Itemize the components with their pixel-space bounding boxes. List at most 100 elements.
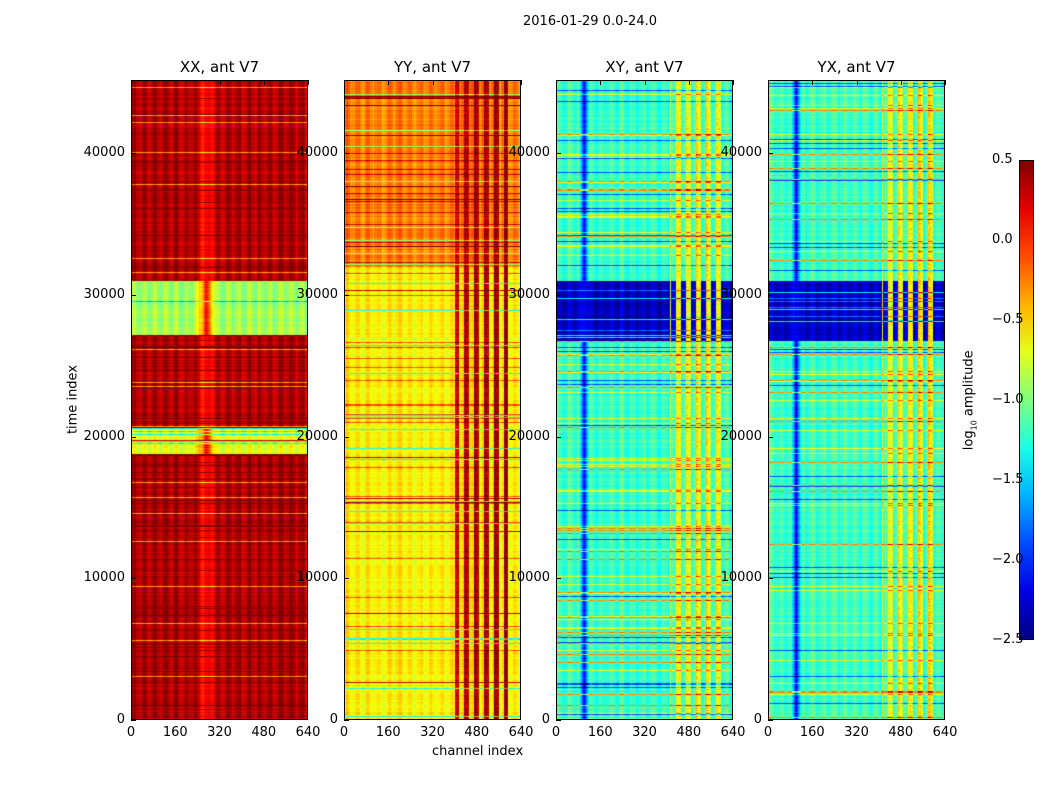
colorbar-label-sub: 10 [969,420,979,431]
y-tick-mark [131,578,136,580]
y-tick-label: 10000 [508,570,550,586]
x-tick-label: 480 [888,725,914,740]
x-tick-mark [263,80,265,85]
x-tick-mark [219,80,221,85]
y-tick-label: 0 [541,712,550,727]
y-tick-mark [556,578,561,580]
heatmap-panel-3: YX, ant V7 0 10000 20000 30000 40000 0 160 320 48… [721,58,958,740]
y-tick-mark [344,294,349,296]
y-tick-label: 30000 [508,286,550,302]
heatmap-cells [344,80,521,720]
y-axis-label: time index [65,364,81,435]
y-tick-label: 40000 [296,145,338,160]
x-tick-label: 160 [587,725,613,740]
x-tick-mark [308,80,309,85]
y-tick-label: 30000 [296,286,338,302]
y-tick-mark [131,436,136,438]
y-tick-mark [768,294,773,296]
y-tick-label: 10000 [83,570,125,586]
x-tick-mark [644,80,646,85]
axes-frame [768,80,945,720]
x-tick-mark [900,80,902,85]
colorbar [1019,160,1034,640]
y-tick-mark [131,720,136,721]
y-tick-mark [556,294,561,296]
heatmap-panel-2: XY, ant V7 0 10000 20000 30000 40000 0 160 320 48… [509,58,746,740]
colorbar-tick-label: 0.5 [992,152,1013,167]
y-tick-label: 20000 [720,428,762,444]
x-tick-label: 160 [162,725,188,740]
x-tick-label: 640 [295,725,321,740]
y-tick-mark [131,153,136,154]
colorbar-tick-label: 0.0 [992,232,1013,247]
y-tick-label: 10000 [720,570,762,586]
x-tick-label: 320 [844,725,869,740]
x-tick-mark [476,80,478,85]
x-tick-mark [856,80,858,85]
panel-title: XX, ant V7 [179,58,260,76]
x-tick-label: 640 [720,725,746,740]
x-tick-mark [175,80,177,85]
panel-title: YY, ant V7 [393,58,471,76]
y-tick-label: 30000 [720,286,762,302]
heatmap-cells [768,80,945,720]
y-tick-label: 40000 [720,145,762,160]
colorbar-label-prefix: log [961,430,977,451]
colorbar-tick-label: −2.5 [992,632,1024,647]
x-tick-mark [812,80,814,85]
x-tick-label: 160 [799,725,825,740]
y-tick-mark [344,153,349,154]
x-tick-mark [733,80,734,85]
x-tick-mark [344,80,345,85]
y-tick-mark [344,436,349,438]
x-tick-label: 640 [932,725,958,740]
colorbar-tick-label: −1.5 [992,472,1024,487]
y-tick-label: 20000 [296,428,338,444]
axes-frame [344,80,521,720]
x-tick-label: 320 [207,725,232,740]
x-tick-label: 0 [763,725,773,740]
y-tick-label: 10000 [296,570,338,586]
y-tick-label: 40000 [83,145,125,160]
y-tick-label: 0 [116,712,125,727]
y-tick-label: 30000 [83,286,125,302]
colorbar-label: log10 amplitude [962,350,979,450]
x-tick-mark [768,80,769,85]
colorbar-tick-label: −2.0 [992,552,1024,567]
x-tick-mark [600,80,602,85]
y-tick-label: 40000 [508,145,550,160]
x-tick-mark [131,80,132,85]
x-tick-label: 160 [375,725,401,740]
heatmap-cells [556,80,733,720]
x-axis-label: channel index [432,744,524,759]
heatmap-panel-1: YY, ant V7 0 10000 20000 30000 40000 0 160 320 48… [297,58,534,740]
y-tick-mark [768,436,773,438]
x-tick-label: 640 [508,725,534,740]
heatmap-cells [131,80,308,720]
y-tick-label: 0 [329,712,338,727]
y-tick-mark [768,720,773,721]
x-tick-mark [688,80,690,85]
x-tick-label: 480 [464,725,490,740]
x-tick-mark [432,80,434,85]
colorbar-tick-label: −0.5 [992,312,1024,327]
x-tick-mark [945,80,946,85]
x-tick-label: 320 [632,725,657,740]
y-tick-mark [344,720,349,721]
y-tick-mark [556,153,561,154]
x-tick-label: 480 [251,725,277,740]
y-tick-label: 20000 [83,428,125,444]
y-tick-mark [556,720,561,721]
y-tick-mark [768,578,773,580]
y-tick-label: 0 [753,712,762,727]
x-tick-mark [521,80,522,85]
x-tick-label: 320 [420,725,445,740]
x-tick-mark [556,80,557,85]
panel-title: XY, ant V7 [605,58,684,76]
y-tick-mark [768,153,773,154]
x-tick-label: 480 [676,725,702,740]
x-tick-label: 0 [339,725,349,740]
y-tick-mark [344,578,349,580]
colorbar-label-suffix: amplitude [961,350,977,421]
